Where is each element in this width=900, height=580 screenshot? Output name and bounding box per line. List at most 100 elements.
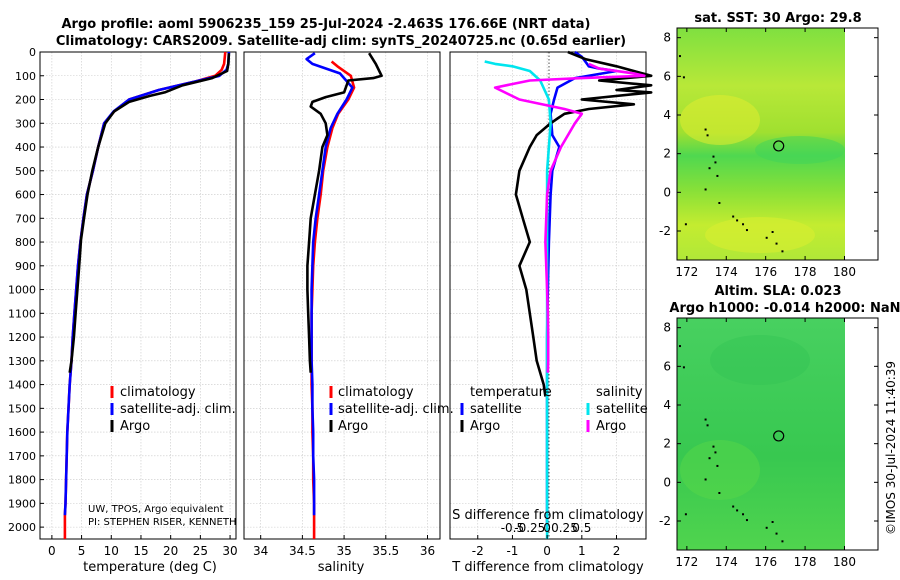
island-dot bbox=[718, 202, 721, 204]
island-dot bbox=[716, 174, 719, 177]
island-dot bbox=[682, 76, 685, 79]
island-dot bbox=[704, 128, 707, 131]
s-tick-label: -0.25 bbox=[514, 521, 545, 535]
salinity-axes-frame bbox=[243, 51, 441, 540]
x-tick-label: 25 bbox=[193, 544, 208, 558]
island-dot bbox=[781, 540, 784, 543]
island-dot bbox=[718, 492, 721, 494]
island-dot bbox=[704, 418, 707, 421]
island-dot bbox=[678, 55, 681, 58]
salinity-xticks: 34 34.5 35 35.5 36 bbox=[253, 535, 435, 558]
x-tick-label: 34 bbox=[253, 544, 268, 558]
temperature-legend: climatology satellite-adj. clim. Argo bbox=[110, 385, 236, 434]
island-dot bbox=[765, 236, 768, 239]
s-tick-label: 0 bbox=[543, 521, 551, 535]
y-tick-label: 500 bbox=[15, 165, 36, 178]
sst-xticks: 172 174 176 178 180 bbox=[675, 28, 856, 279]
sla-map-title2: Argo h1000: -0.014 h2000: NaN bbox=[669, 301, 900, 316]
sla-map-panel: Altim. SLA: 0.023 Argo h1000: -0.014 h20… bbox=[659, 284, 900, 569]
sla-islands bbox=[678, 345, 784, 543]
x-tick-label: 172 bbox=[675, 555, 698, 569]
series-satellite-adj-clim- bbox=[63, 51, 231, 516]
y-tick-label: 2 bbox=[663, 437, 671, 451]
island-dot bbox=[745, 519, 748, 522]
y-tick-label: -2 bbox=[659, 514, 671, 528]
t-diff-xticks: -2 -1 0 1 2 bbox=[472, 535, 620, 558]
x-tick-label: 174 bbox=[715, 555, 738, 569]
temperature-axes-frame bbox=[39, 51, 237, 540]
y-tick-label: 1900 bbox=[8, 497, 36, 510]
y-tick-label: 300 bbox=[15, 117, 36, 130]
island-dot bbox=[745, 229, 748, 232]
legend-satellite: satellite-adj. clim. bbox=[120, 402, 236, 417]
y-tick-label: 900 bbox=[15, 260, 36, 273]
sla-low-patch bbox=[710, 335, 810, 385]
island-dot bbox=[708, 457, 711, 460]
legend-argo: Argo bbox=[120, 419, 150, 434]
salinity-series bbox=[305, 52, 383, 539]
x-tick-label: 178 bbox=[794, 555, 817, 569]
sst-warm-patch bbox=[705, 217, 815, 253]
island-dot bbox=[732, 505, 735, 508]
island-dot bbox=[742, 513, 745, 516]
series-argo bbox=[306, 52, 383, 373]
y-tick-label: 700 bbox=[15, 212, 36, 225]
x-tick-label: 36 bbox=[420, 544, 435, 558]
island-dot bbox=[704, 188, 707, 191]
x-tick-label: 1 bbox=[578, 544, 586, 558]
island-dot bbox=[775, 242, 778, 245]
float-position-marker bbox=[773, 140, 785, 152]
float-position-marker bbox=[773, 430, 785, 442]
y-tick-label: 1300 bbox=[8, 355, 36, 368]
y-tick-label: 200 bbox=[15, 94, 36, 107]
island-dot bbox=[716, 464, 719, 467]
sst-yticks: 8 6 4 2 0 -2 bbox=[659, 31, 878, 238]
x-tick-label: 180 bbox=[833, 555, 856, 569]
x-tick-label: -2 bbox=[472, 544, 484, 558]
island-dot bbox=[706, 134, 709, 137]
difference-legend: temperature satellite Argo salinity sate… bbox=[460, 385, 648, 434]
island-dot bbox=[706, 424, 709, 427]
y-tick-label: 0 bbox=[663, 185, 671, 199]
credit-line2: PI: STEPHEN RISER, KENNETH bbox=[88, 517, 236, 528]
y-tick-label: 100 bbox=[15, 70, 36, 83]
difference-panel: -2 -1 0 1 2 -0.5-0.250 0.250.5 T difference f… bbox=[449, 50, 653, 575]
x-tick-label: 178 bbox=[794, 265, 817, 279]
temperature-xlabel: temperature (deg C) bbox=[83, 560, 217, 575]
legend-s-satellite: satellite bbox=[596, 402, 648, 417]
sst-map-title: sat. SST: 30 Argo: 29.8 bbox=[694, 11, 861, 26]
legend-climatology: climatology bbox=[338, 385, 414, 400]
temperature-grid bbox=[40, 51, 236, 539]
y-tick-label: 8 bbox=[663, 31, 671, 45]
y-tick-label: 400 bbox=[15, 141, 36, 154]
sst-islands bbox=[678, 55, 784, 253]
salinity-legend: climatology satellite-adj. clim. Argo bbox=[329, 385, 454, 434]
x-tick-label: 172 bbox=[675, 265, 698, 279]
island-dot bbox=[684, 223, 687, 226]
y-tick-label: 800 bbox=[15, 236, 36, 249]
series-satellite-adj-clim- bbox=[305, 52, 354, 516]
y-tick-label: 6 bbox=[663, 359, 671, 373]
y-tick-label: 1100 bbox=[8, 307, 36, 320]
x-tick-label: 176 bbox=[754, 555, 777, 569]
y-tick-label: 1000 bbox=[8, 284, 36, 297]
temperature-series bbox=[63, 51, 231, 539]
x-tick-label: 5 bbox=[78, 544, 86, 558]
s-tick-label: -0.5 bbox=[501, 521, 524, 535]
x-tick-label: 10 bbox=[104, 544, 119, 558]
island-dot bbox=[712, 445, 715, 448]
y-tick-label: 1200 bbox=[8, 331, 36, 344]
sst-map-panel: sat. SST: 30 Argo: 29.8 172 174 176 178 180 … bbox=[659, 11, 879, 279]
x-tick-label: 180 bbox=[833, 265, 856, 279]
island-dot bbox=[708, 167, 711, 170]
legend-argo: Argo bbox=[338, 419, 368, 434]
depth-yticks: 0 100 200 300 400 500 600 700 800 900 1000 1100 1200… bbox=[8, 46, 44, 534]
salinity-panel: 34 34.5 35 35.5 36 salinity climatology sate… bbox=[243, 51, 454, 575]
island-dot bbox=[714, 161, 717, 164]
island-dot bbox=[771, 521, 774, 523]
figure-title-line2: Climatology: CARS2009. Satellite-adj cli… bbox=[56, 34, 626, 49]
island-dot bbox=[765, 526, 768, 529]
sst-warm-patch bbox=[680, 95, 760, 145]
salinity-grid bbox=[244, 51, 440, 539]
